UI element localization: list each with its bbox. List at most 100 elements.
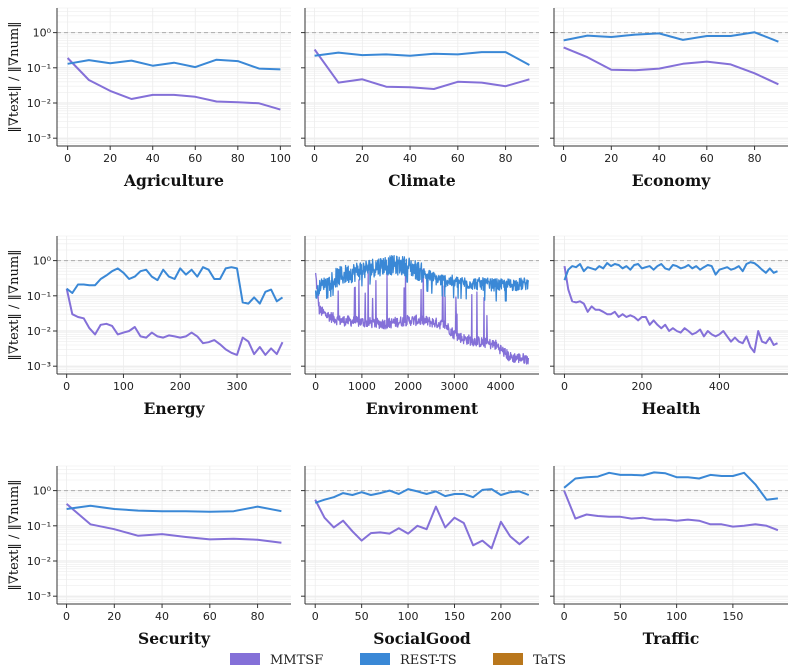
x-tick-label: 60 [700, 152, 714, 165]
series-line-rest-ts [67, 58, 281, 71]
x-tick-label: 80 [499, 152, 513, 165]
x-tick-label: 50 [355, 610, 369, 623]
series-line-rest-ts [314, 488, 530, 504]
y-tick-label: 10⁻¹ [27, 290, 51, 303]
legend-swatch-tats [493, 653, 523, 665]
x-tick-label: 40 [652, 152, 666, 165]
series-line-rest-ts [563, 31, 779, 43]
x-tick-label: 1000 [348, 380, 376, 393]
x-tick-label: 2000 [394, 380, 422, 393]
y-tick-label: 10⁻² [27, 325, 51, 338]
x-tick-label: 0 [561, 610, 568, 623]
x-tick-label: 60 [203, 610, 217, 623]
x-tick-label: 4000 [487, 380, 515, 393]
panel-health: 0 200 400 Health [550, 235, 788, 418]
x-tick-label: 200 [631, 380, 652, 393]
y-tick-label: 10⁻³ [27, 132, 51, 145]
y-tick-label: 10⁰ [33, 485, 52, 498]
x-tick-label: 100 [113, 380, 134, 393]
series-line-rest-ts [563, 261, 778, 281]
series-line-mmtsf [314, 268, 530, 365]
series-line-rest-ts [66, 266, 284, 305]
panel-title: Climate [388, 171, 456, 190]
panel-title: Traffic [643, 629, 700, 648]
x-tick-label: 40 [155, 610, 169, 623]
panel-title: SocialGood [373, 629, 471, 648]
panel-title: Agriculture [123, 171, 224, 190]
y-axis-label: ‖∇text‖ / ‖∇num‖ [7, 21, 22, 132]
panel-agriculture: 10⁻³ 10⁻² 10⁻¹ 10⁰ 0 20 40 60 80 100 Agriculture ‖∇… [7, 7, 291, 190]
series-line-mmtsf [313, 48, 530, 90]
x-tick-label: 150 [722, 610, 743, 623]
x-tick-label: 100 [270, 152, 291, 165]
series-line-rest-ts [314, 255, 530, 302]
x-tick-label: 0 [64, 152, 71, 165]
legend-swatch-rest-ts [360, 653, 390, 665]
legend-label: MMTSF [270, 653, 323, 668]
y-axis-label: ‖∇text‖ / ‖∇num‖ [7, 479, 22, 590]
x-tick-label: 0 [560, 152, 567, 165]
x-tick-label: 50 [613, 610, 627, 623]
panel-security: 10⁻³ 10⁻² 10⁻¹ 10⁰ 0 20 40 60 80 Security ‖∇text‖ … [7, 465, 291, 648]
y-tick-label: 10⁻³ [27, 360, 51, 373]
x-tick-label: 20 [604, 152, 618, 165]
x-tick-label: 80 [748, 152, 762, 165]
panel-socialgood: 0 50 100 150 200 SocialGood [301, 465, 539, 648]
x-tick-label: 80 [251, 610, 265, 623]
y-tick-label: 10⁻¹ [27, 62, 51, 75]
y-axis-label: ‖∇text‖ / ‖∇num‖ [7, 249, 22, 360]
y-tick-label: 10⁰ [33, 27, 52, 40]
panel-economy: 0 20 40 60 80 Economy [550, 7, 788, 190]
series-line-rest-ts [563, 471, 779, 501]
legend-label: TaTS [533, 653, 566, 668]
x-tick-label: 300 [227, 380, 248, 393]
series-line-mmtsf [563, 46, 779, 86]
x-tick-label: 0 [561, 380, 568, 393]
y-tick-label: 10⁻² [27, 555, 51, 568]
series-line-mmtsf [314, 499, 530, 550]
x-tick-label: 20 [107, 610, 121, 623]
series-line-rest-ts [66, 504, 282, 513]
legend-swatch-mmtsf [230, 653, 260, 665]
panel-title: Energy [144, 399, 206, 418]
x-tick-label: 0 [312, 610, 319, 623]
x-tick-label: 100 [666, 610, 687, 623]
legend: MMTSF REST-TS TaTS [230, 653, 566, 668]
panel-traffic: 0 50 100 150 Traffic [550, 465, 788, 648]
series-line-mmtsf [563, 265, 778, 354]
x-tick-label: 400 [709, 380, 730, 393]
x-tick-label: 0 [63, 610, 70, 623]
x-tick-label: 200 [490, 610, 511, 623]
x-tick-label: 60 [451, 152, 465, 165]
x-tick-label: 100 [398, 610, 419, 623]
y-tick-label: 10⁻¹ [27, 520, 51, 533]
x-tick-label: 0 [312, 380, 319, 393]
x-tick-label: 40 [146, 152, 160, 165]
series-line-mmtsf [65, 503, 282, 544]
legend-label: REST-TS [400, 653, 457, 668]
panel-title: Security [138, 629, 211, 648]
series-line-mmtsf [65, 288, 284, 356]
series-line-rest-ts [314, 51, 530, 66]
x-tick-label: 20 [103, 152, 117, 165]
panel-energy: 10⁻³ 10⁻² 10⁻¹ 10⁰ 0 100 200 300 Energy ‖∇text‖ /… [7, 235, 291, 418]
x-tick-label: 20 [355, 152, 369, 165]
y-tick-label: 10⁻² [27, 97, 51, 110]
x-tick-label: 40 [403, 152, 417, 165]
x-tick-label: 0 [311, 152, 318, 165]
series-line-mmtsf [563, 490, 779, 532]
y-tick-label: 10⁰ [33, 255, 52, 268]
x-tick-label: 60 [188, 152, 202, 165]
panel-title: Health [642, 399, 701, 418]
y-tick-label: 10⁻³ [27, 590, 51, 603]
series-line-mmtsf [66, 57, 281, 111]
x-tick-label: 3000 [440, 380, 468, 393]
panel-title: Environment [366, 399, 479, 418]
panel-title: Economy [632, 171, 712, 190]
x-tick-label: 150 [444, 610, 465, 623]
panel-environment: 0 1000 2000 3000 4000 Environment [301, 235, 539, 418]
panel-climate: 0 20 40 60 80 Climate [301, 7, 539, 190]
x-tick-label: 0 [63, 380, 70, 393]
x-tick-label: 200 [170, 380, 191, 393]
